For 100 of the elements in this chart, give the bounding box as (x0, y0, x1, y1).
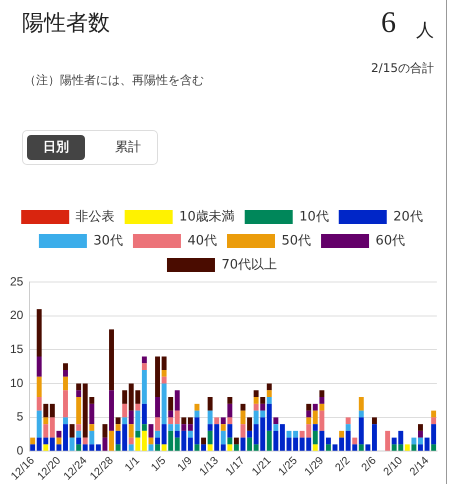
y-tick-label: 20 (10, 308, 24, 322)
bar (128, 410, 134, 424)
bar (89, 430, 94, 444)
bar (208, 397, 213, 411)
legend-label: 非公表 (76, 209, 115, 224)
bar (260, 397, 266, 404)
bar (162, 444, 167, 451)
bar (431, 410, 436, 418)
bar (431, 444, 436, 451)
bar (142, 424, 147, 431)
bar (36, 309, 42, 356)
bar (82, 384, 88, 438)
bar (220, 424, 226, 431)
bar (201, 444, 206, 451)
bar (56, 430, 62, 438)
bar (82, 438, 88, 444)
bar (431, 417, 436, 424)
y-tick-label: 25 (10, 274, 24, 288)
bar (214, 417, 220, 424)
text: 2/15の合計 (371, 60, 434, 77)
bar (319, 404, 324, 411)
legend-label: 20代 (393, 209, 423, 224)
bar (76, 397, 82, 424)
bar (240, 410, 246, 424)
text: 人 (416, 19, 434, 42)
bar (240, 438, 246, 451)
bar (135, 430, 140, 438)
bar (135, 410, 140, 431)
bar (76, 438, 82, 444)
legend-label: 60代 (376, 233, 406, 248)
bar (240, 404, 246, 411)
bar (76, 390, 82, 398)
bar (122, 404, 128, 418)
bar (56, 438, 62, 444)
x-tick-label: 2/2 (333, 454, 352, 474)
bar (319, 397, 324, 404)
bar (208, 410, 213, 424)
bar (36, 397, 42, 411)
bar (174, 390, 180, 411)
bar (168, 397, 174, 411)
bar (339, 430, 344, 438)
chart-title: 陽性者数 (22, 10, 110, 38)
bar (162, 384, 167, 424)
bar (70, 424, 75, 438)
bar (220, 430, 226, 444)
bar (63, 417, 68, 424)
bar (168, 430, 174, 451)
bar (76, 384, 82, 390)
bar (168, 424, 174, 431)
x-tick-label: 1/29 (302, 454, 326, 478)
bar (116, 424, 121, 431)
bar (312, 430, 318, 444)
bar (234, 438, 239, 444)
bar (116, 444, 121, 451)
bar (392, 444, 397, 451)
bar (240, 424, 246, 438)
bar (411, 444, 416, 451)
bar (148, 438, 154, 444)
bar (155, 397, 160, 418)
bar (155, 444, 160, 451)
y-tick-label: 5 (16, 410, 24, 424)
bar (358, 397, 364, 411)
bar (109, 430, 114, 451)
bar (227, 397, 232, 404)
bar (227, 444, 232, 451)
bar (326, 444, 331, 451)
bar (168, 410, 174, 418)
text: 累計 (114, 139, 142, 157)
bar (234, 444, 239, 451)
bar (306, 438, 312, 451)
bar (208, 444, 213, 451)
bar (155, 430, 160, 438)
bar (247, 417, 252, 431)
bar (128, 438, 134, 444)
legend-label: 50代 (282, 233, 312, 248)
bar (30, 438, 36, 444)
bar (50, 404, 55, 418)
bar (266, 384, 272, 390)
bar (398, 430, 404, 444)
bar (404, 444, 410, 451)
bar (109, 390, 114, 431)
bar (227, 417, 232, 424)
bar (372, 417, 377, 424)
bar (89, 397, 94, 404)
bar (116, 417, 121, 424)
bar (385, 430, 390, 451)
bar (122, 390, 128, 404)
bar (36, 410, 42, 438)
bar (63, 370, 68, 377)
bar (148, 444, 154, 451)
bar (168, 417, 174, 424)
y-tick-label: 0 (16, 444, 24, 458)
bar (135, 390, 140, 404)
y-tick-label: 15 (10, 342, 24, 356)
bar (174, 438, 180, 451)
bar (306, 424, 312, 438)
bar (266, 430, 272, 451)
bar (122, 417, 128, 424)
text: 日別 (27, 135, 85, 160)
bar (43, 438, 48, 444)
